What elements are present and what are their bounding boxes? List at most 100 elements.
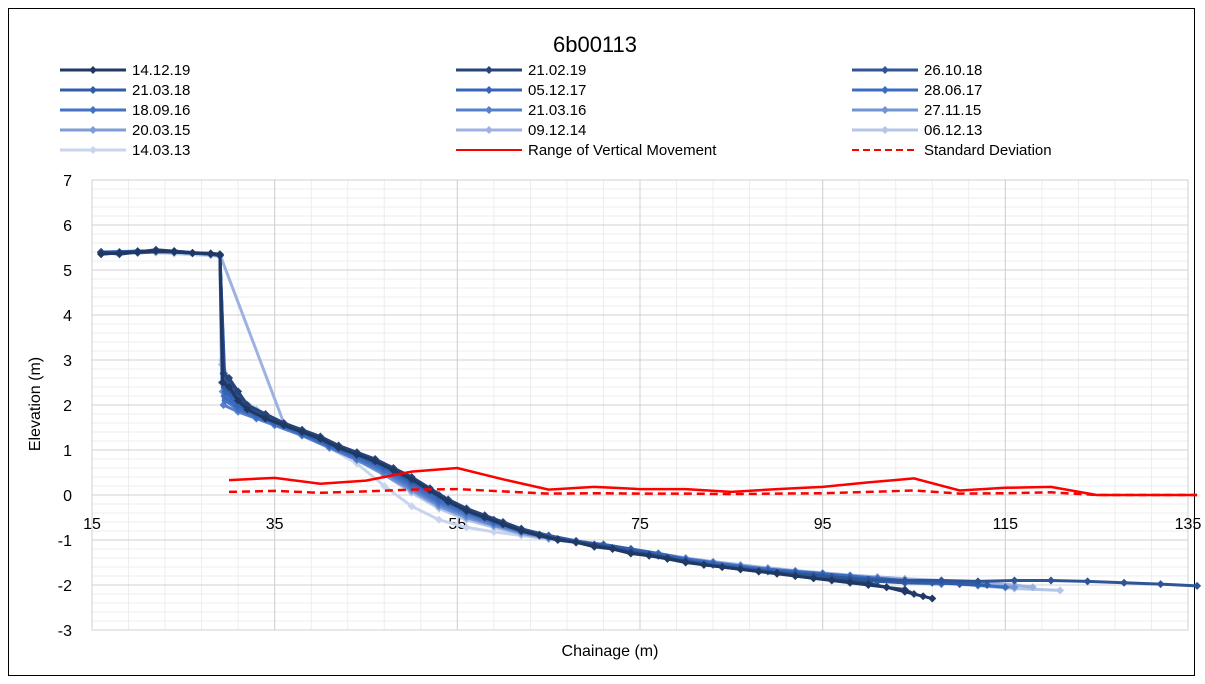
- series-marker: [371, 457, 380, 466]
- series-marker: [380, 482, 389, 490]
- legend-label: 28.06.17: [924, 82, 982, 99]
- series-marker: [937, 576, 946, 585]
- series-marker: [983, 581, 992, 589]
- y-tick-label: 4: [63, 308, 72, 325]
- series-marker: [234, 387, 243, 396]
- series-marker: [773, 569, 781, 578]
- x-tick-label: 35: [266, 516, 284, 533]
- series-marker: [864, 581, 873, 589]
- y-tick-label: -2: [58, 578, 72, 595]
- legend-label: 18.09.16: [132, 102, 190, 119]
- series-marker: [225, 383, 233, 391]
- series-marker: [882, 583, 891, 592]
- series-marker: [827, 576, 836, 585]
- series-marker: [572, 538, 581, 547]
- legend-label: 27.11.15: [924, 102, 981, 119]
- legend-label: 21.02.19: [528, 62, 586, 79]
- series-marker: [279, 421, 288, 430]
- legend-marker: [89, 126, 97, 134]
- series-marker: [1056, 586, 1065, 595]
- x-tick-label: 15: [83, 516, 101, 533]
- x-tick-label: 135: [1175, 516, 1202, 533]
- series-marker: [626, 549, 635, 558]
- y-axis-ticks: 7 6 5 4 3 2 1 0 -1 -2 -3: [58, 173, 72, 640]
- series-marker: [261, 414, 270, 423]
- plot-area-border: [91, 179, 1189, 631]
- legend-marker: [881, 86, 889, 94]
- series-marker: [462, 523, 471, 532]
- legend-marker: [89, 106, 97, 114]
- legend-label: 26.10.18: [924, 62, 982, 79]
- series-marker: [97, 250, 106, 259]
- y-tick-label: 5: [63, 263, 72, 280]
- series-marker: [517, 527, 526, 535]
- series-marker: [133, 248, 142, 256]
- y-tick-label: 3: [63, 353, 72, 370]
- series-marker: [928, 594, 937, 603]
- x-axis-ticks: 15 35 55 75 95 115 135: [83, 516, 1201, 533]
- series-marker: [234, 396, 243, 405]
- series-marker: [1010, 576, 1019, 585]
- series-marker: [535, 531, 544, 540]
- series-marker: [900, 587, 909, 596]
- y-tick-label: -1: [58, 533, 72, 550]
- legend-marker: [485, 126, 493, 134]
- legend-marker: [485, 86, 493, 94]
- legend-marker: [881, 106, 889, 114]
- series-marker: [407, 475, 416, 484]
- series-marker: [663, 554, 672, 563]
- series-line: [155, 249, 1033, 589]
- y-tick-label: -3: [58, 623, 72, 640]
- series-marker: [435, 515, 444, 524]
- legend-marker: [485, 106, 493, 114]
- series-marker: [489, 527, 498, 536]
- series-marker: [1010, 583, 1019, 592]
- series-marker: [316, 434, 325, 443]
- series-marker: [206, 249, 215, 258]
- series-marker: [608, 545, 617, 553]
- legend-label: 20.03.15: [132, 122, 190, 139]
- series-marker: [407, 502, 416, 511]
- y-tick-label: 7: [63, 173, 72, 190]
- y-tick-label: 2: [63, 398, 72, 415]
- x-tick-label: 95: [814, 516, 832, 533]
- series-group: [97, 245, 1202, 603]
- chart-title: 6b00113: [553, 32, 637, 57]
- legend-label: 05.12.17: [528, 82, 586, 99]
- legend: 14.12.19 21.02.19 26.10.18 21.03.18 05.12.17…: [60, 62, 1052, 159]
- series-marker: [699, 560, 708, 569]
- legend-label: Standard Deviation: [924, 142, 1052, 159]
- series-marker: [809, 574, 818, 583]
- series-marker: [681, 558, 690, 567]
- legend-label: 14.12.19: [132, 62, 190, 79]
- series-marker: [973, 577, 982, 586]
- series-marker: [1120, 578, 1129, 587]
- series-marker: [352, 450, 361, 459]
- series-marker: [480, 513, 489, 522]
- series-marker: [645, 551, 654, 560]
- series-marker: [754, 567, 763, 576]
- series-marker: [590, 542, 599, 551]
- legend-marker: [89, 66, 97, 74]
- series-marker: [553, 536, 562, 544]
- legend-marker: [881, 126, 889, 134]
- series-marker: [846, 578, 855, 587]
- series-marker: [736, 565, 745, 574]
- series-marker: [1083, 577, 1092, 586]
- series-marker: [389, 466, 398, 475]
- x-tick-label: 115: [993, 516, 1019, 533]
- series-marker: [225, 374, 233, 382]
- y-tick-label: 1: [63, 443, 72, 460]
- legend-label: Range of Vertical Movement: [528, 142, 717, 159]
- legend-label: 09.12.14: [528, 122, 586, 139]
- y-tick-label: 0: [63, 488, 72, 505]
- legend-label: 06.12.13: [924, 122, 982, 139]
- series-marker: [1193, 581, 1202, 590]
- legend-marker: [89, 146, 97, 154]
- series-marker: [151, 247, 160, 256]
- legend-label: 21.03.18: [132, 82, 190, 99]
- series-line: [155, 249, 1015, 589]
- x-axis-label: Chainage (m): [562, 643, 659, 660]
- legend-marker: [89, 86, 97, 94]
- legend-label: 14.03.13: [132, 142, 190, 159]
